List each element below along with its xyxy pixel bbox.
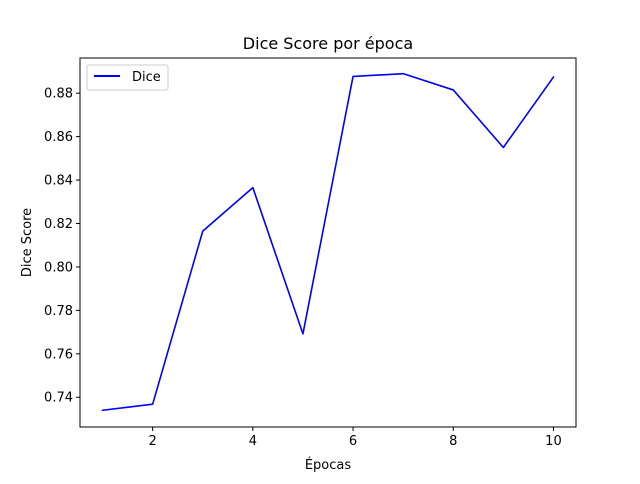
y-tick-label: 0.88 (44, 87, 73, 102)
x-tick-label: 8 (449, 434, 457, 449)
x-tick-label: 4 (249, 434, 257, 449)
legend-label: Dice (132, 70, 161, 85)
x-axis: 2 4 6 8 10 (149, 427, 562, 449)
y-tick-label: 0.84 (44, 174, 73, 189)
y-tick-label: 0.76 (44, 347, 73, 362)
y-axis: 0.74 0.76 0.78 0.80 0.82 0.84 0.86 0.88 (44, 87, 80, 406)
y-tick-label: 0.80 (44, 260, 73, 275)
series-layer (101, 72, 555, 412)
y-tick-label: 0.78 (44, 304, 73, 319)
legend: Dice (86, 64, 169, 91)
chart-title: Dice Score por época (243, 34, 413, 53)
x-tick-label: 2 (149, 434, 157, 449)
y-tick-label: 0.74 (44, 391, 73, 406)
x-axis-label: Épocas (305, 457, 352, 473)
legend-box (86, 64, 169, 91)
y-axis-label: Dice Score (20, 208, 35, 277)
y-tick-label: 0.82 (44, 217, 73, 232)
y-tick-label: 0.86 (44, 130, 73, 145)
x-tick-label: 6 (349, 434, 357, 449)
series-line-dice (101, 72, 555, 412)
plot-frame (79, 57, 577, 428)
x-tick-label: 10 (545, 434, 562, 449)
